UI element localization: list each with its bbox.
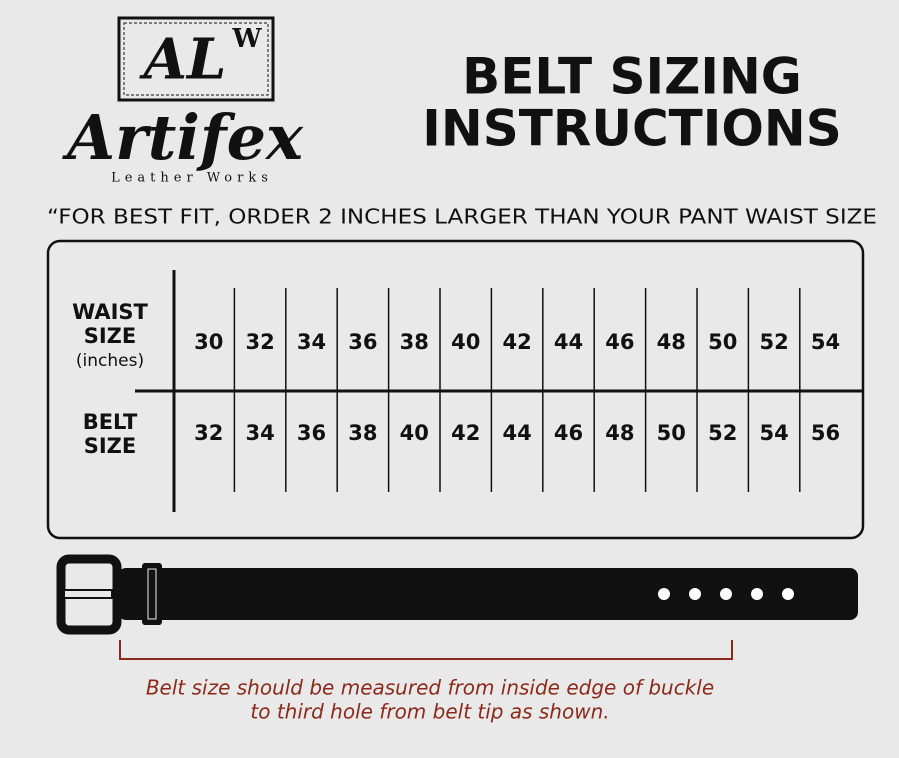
table-cell: 42 [502,330,531,354]
table-cell: 50 [708,330,737,354]
belt-hole [689,588,701,600]
caption-line: to third hole from belt tip as shown. [250,700,609,724]
logo-superscript: W [231,24,262,54]
table-cell: 40 [400,421,429,445]
row-header: SIZE [84,434,137,458]
table-cell: 46 [554,421,583,445]
table-cell: 50 [657,421,686,445]
table-cell: 56 [811,421,840,445]
table-cell: 34 [245,421,274,445]
table-cell: 36 [348,330,377,354]
table-cell: 52 [708,421,737,445]
keeper-edge [147,568,157,620]
belt-hole [751,588,763,600]
row-header: SIZE [84,324,137,348]
table-cell: 42 [451,421,480,445]
row-header: BELT [83,410,138,434]
belt-hole [658,588,670,600]
logo-stitch [123,22,269,96]
size-table: WAIST SIZE (inches) BELT SIZE 30 32 34 36 38… [46,239,865,540]
logo-tagline: Leather Works [111,171,273,186]
caption-line: Belt size should be measured from inside… [146,676,714,700]
logo-mark: AL [139,27,227,93]
title-line: INSTRUCTIONS [422,100,841,158]
table-cell: 48 [605,421,634,445]
buckle-pin [63,589,113,599]
table-cell: 54 [759,421,788,445]
table-cell: 44 [554,330,583,354]
belt-strap [118,568,858,620]
logo-frame [117,16,275,102]
note: “FOR BEST FIT, ORDER 2 INCHES LARGER THA… [47,205,877,229]
table-cell: 52 [759,330,788,354]
table-cell: 36 [297,421,326,445]
logo: AL W Artifex Leather Works [62,16,304,186]
table-cell: 32 [194,421,223,445]
logo-name: Artifex [62,101,304,174]
table-cell: 48 [657,330,686,354]
row-unit: (inches) [76,351,144,371]
belt-hole [720,588,732,600]
table-cell: 40 [451,330,480,354]
table-cell: 54 [811,330,840,354]
belt-hole [782,588,794,600]
table-cell: 44 [502,421,531,445]
table-cell: 38 [400,330,429,354]
measure-bracket [119,640,733,660]
table-cell: 32 [245,330,274,354]
table-cell: 38 [348,421,377,445]
table-cell: 46 [605,330,634,354]
table-cell: 34 [297,330,326,354]
buckle [56,554,122,635]
title-line: BELT SIZING [462,48,802,106]
belt [56,554,858,660]
table-cell: 30 [194,330,223,354]
row-header: WAIST [72,300,148,324]
belt-keeper [142,563,162,625]
